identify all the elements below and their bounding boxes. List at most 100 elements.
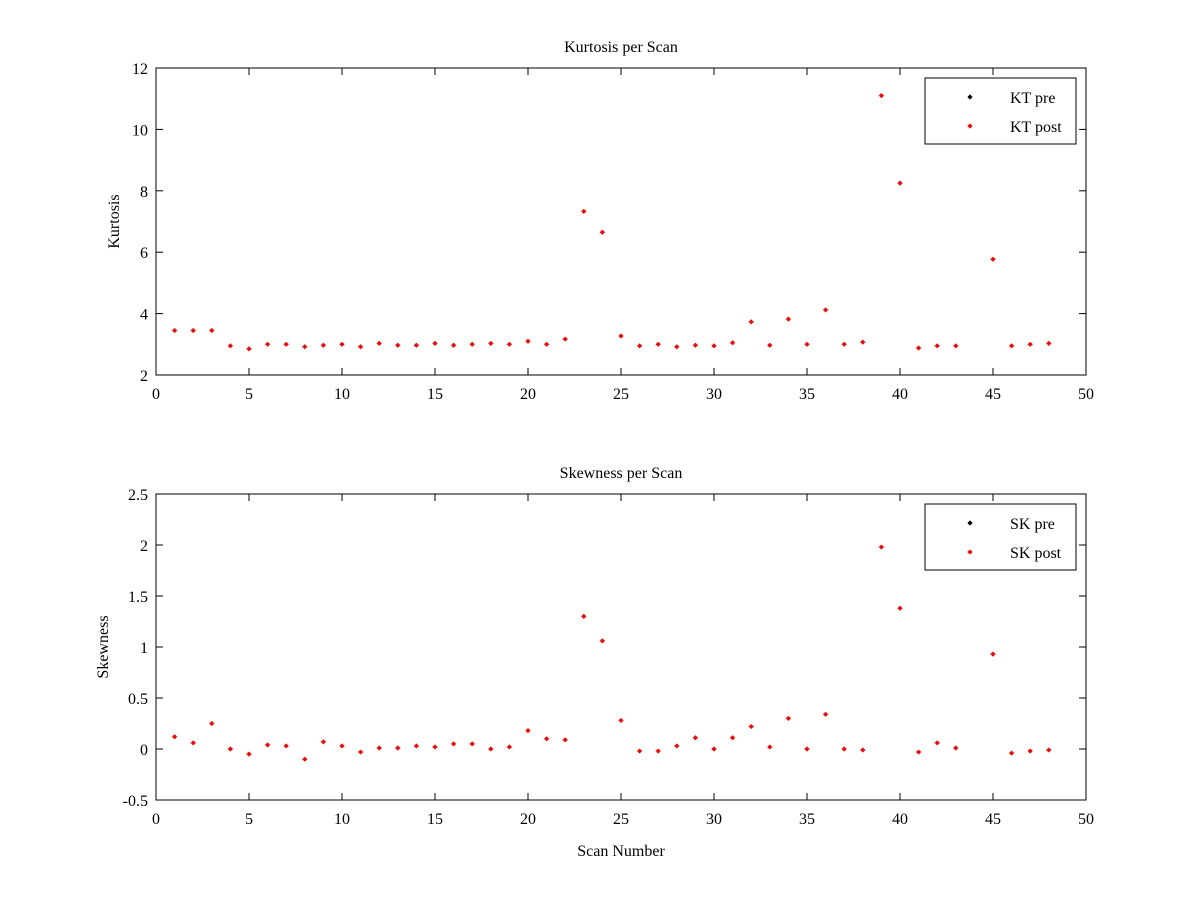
data-point	[302, 344, 308, 350]
chart-panel-1: Kurtosis per Scan 0 5 10 15 20 25 30 35 40 45 50 2 4 6…	[106, 39, 1094, 403]
data-point	[767, 342, 773, 348]
data-point	[413, 743, 419, 749]
y-tick-label: 2	[140, 538, 148, 555]
y-tick-label: 10	[132, 122, 148, 139]
x-tick-label: 20	[520, 386, 536, 403]
legend-label: KT post	[1010, 119, 1062, 136]
data-point	[265, 341, 271, 347]
data-point	[841, 341, 847, 347]
x-tick-label: 40	[892, 811, 908, 828]
legend-marker	[967, 123, 973, 129]
data-point	[302, 756, 308, 762]
data-point	[1027, 748, 1033, 754]
data-point	[320, 739, 326, 745]
data-point	[953, 745, 959, 751]
x-tick-label: 35	[799, 386, 815, 403]
x-tick-label: 45	[985, 811, 1001, 828]
data-point	[172, 734, 178, 740]
data-point	[990, 256, 996, 262]
x-tick-label: 0	[152, 811, 160, 828]
data-point	[785, 715, 791, 721]
data-point	[823, 307, 829, 313]
data-point	[692, 735, 698, 741]
legend-label: SK post	[1010, 545, 1062, 562]
data-point	[190, 740, 196, 746]
x-tick-label: 30	[706, 811, 722, 828]
data-point	[785, 316, 791, 322]
data-point	[451, 342, 457, 348]
y-tick-label: 1	[140, 640, 148, 657]
data-point	[544, 341, 550, 347]
x-tick-label: 50	[1078, 386, 1094, 403]
data-point	[748, 319, 754, 325]
data-point	[581, 613, 587, 619]
y-tick-label: 0.5	[128, 691, 148, 708]
data-point	[860, 747, 866, 753]
data-point	[934, 343, 940, 349]
data-point	[934, 740, 940, 746]
data-point	[488, 746, 494, 752]
data-point	[432, 340, 438, 346]
data-point	[246, 751, 252, 757]
data-point	[804, 746, 810, 752]
data-point	[618, 333, 624, 339]
data-point	[227, 746, 233, 752]
legend-marker	[967, 94, 973, 100]
data-point	[1046, 340, 1052, 346]
data-point	[878, 544, 884, 550]
data-point	[246, 346, 252, 352]
y-axis-label: Skewness	[95, 615, 112, 678]
x-tick-label: 10	[334, 386, 350, 403]
data-point	[916, 345, 922, 351]
chart-title: Kurtosis per Scan	[564, 39, 678, 56]
data-point	[599, 638, 605, 644]
data-point	[637, 343, 643, 349]
data-point	[730, 735, 736, 741]
data-point	[395, 745, 401, 751]
data-point	[897, 180, 903, 186]
data-point	[916, 749, 922, 755]
data-point	[711, 343, 717, 349]
data-point	[692, 342, 698, 348]
data-point	[227, 343, 233, 349]
data-point	[674, 344, 680, 350]
x-tick-label: 10	[334, 811, 350, 828]
data-point	[823, 711, 829, 717]
x-tick-label: 50	[1078, 811, 1094, 828]
data-point	[674, 743, 680, 749]
chart-title: Skewness per Scan	[560, 465, 683, 482]
legend-marker	[967, 549, 973, 555]
data-point	[451, 741, 457, 747]
data-point	[525, 728, 531, 734]
data-point	[637, 748, 643, 754]
data-point	[320, 342, 326, 348]
data-point	[655, 341, 661, 347]
data-point	[711, 746, 717, 752]
legend-label: SK pre	[1010, 516, 1055, 533]
data-point	[358, 344, 364, 350]
data-point	[655, 748, 661, 754]
data-point	[1046, 747, 1052, 753]
x-axis-label: Scan Number	[577, 843, 665, 860]
data-point	[581, 208, 587, 214]
data-point	[432, 744, 438, 750]
data-point	[953, 343, 959, 349]
data-point	[209, 720, 215, 727]
x-tick-label: 35	[799, 811, 815, 828]
data-point	[767, 744, 773, 750]
x-tick-label: 30	[706, 386, 722, 403]
data-point	[506, 744, 512, 750]
data-point	[358, 749, 364, 755]
data-point	[1009, 343, 1015, 349]
legend-box	[924, 77, 1077, 145]
x-tick-label: 25	[613, 386, 629, 403]
x-tick-label: 20	[520, 811, 536, 828]
x-tick-label: 0	[152, 386, 160, 403]
legend-box	[924, 503, 1077, 571]
data-point	[265, 742, 271, 748]
data-point	[283, 743, 289, 749]
y-axis-label: Kurtosis	[106, 194, 123, 248]
data-point	[469, 741, 475, 747]
data-point	[1027, 341, 1033, 347]
